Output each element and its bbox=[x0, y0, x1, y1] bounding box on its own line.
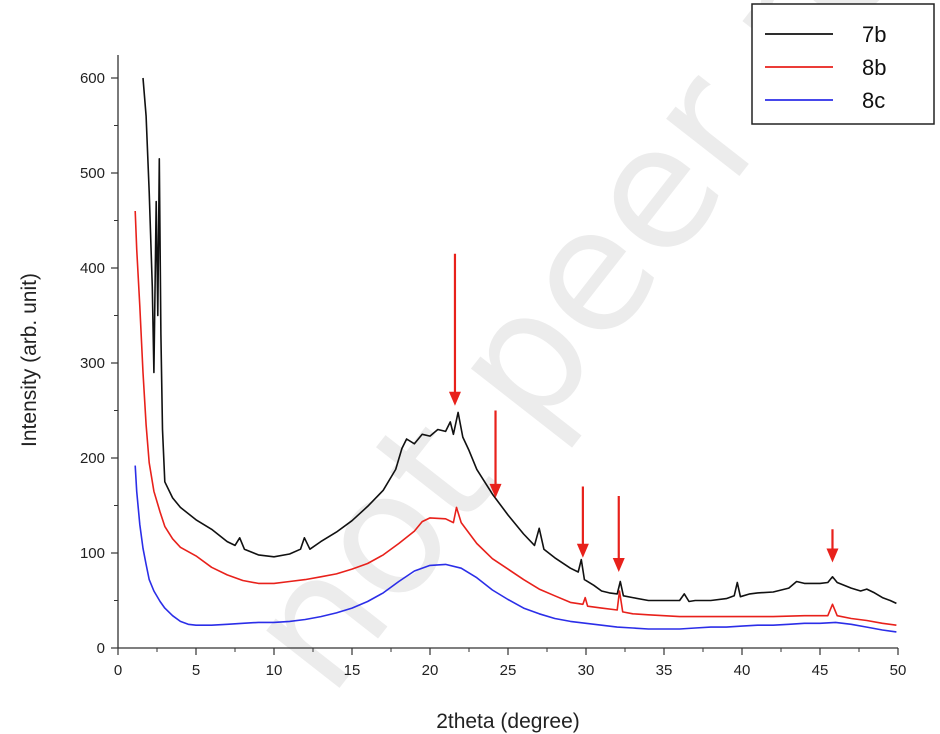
x-tick-label: 50 bbox=[890, 662, 907, 679]
x-tick-label: 10 bbox=[266, 662, 283, 679]
y-axis-title: Intensity (arb. unit) bbox=[18, 273, 41, 447]
legend-label-7b: 7b bbox=[862, 22, 886, 47]
x-tick-label: 15 bbox=[344, 662, 361, 679]
arrow-head bbox=[826, 548, 839, 563]
y-tick-label: 0 bbox=[97, 640, 105, 657]
arrow-head bbox=[576, 543, 589, 558]
series-line-8c bbox=[134, 465, 897, 633]
arrow-head bbox=[448, 391, 461, 406]
x-tick-label: 25 bbox=[500, 662, 517, 679]
y-tick-label: 600 bbox=[80, 70, 105, 87]
y-tick-label: 100 bbox=[80, 545, 105, 562]
x-tick-label: 30 bbox=[578, 662, 595, 679]
y-tick-label: 500 bbox=[80, 165, 105, 182]
arrow-head bbox=[612, 558, 625, 572]
x-ticks: 0 5 10 15 20 25 30 35 40 45 50 bbox=[114, 648, 907, 679]
legend-box bbox=[751, 3, 935, 125]
series-line-8b bbox=[134, 210, 897, 626]
x-tick-label: 20 bbox=[422, 662, 439, 679]
series-line-7b bbox=[142, 77, 897, 605]
legend: 7b 8b 8c bbox=[751, 3, 935, 125]
x-tick-label: 0 bbox=[114, 662, 122, 679]
x-axis-title: 2theta (degree) bbox=[436, 710, 580, 733]
y-tick-label: 200 bbox=[80, 450, 105, 467]
x-tick-label: 45 bbox=[812, 662, 829, 679]
x-tick-label: 40 bbox=[734, 662, 751, 679]
annotation-arrows bbox=[448, 253, 839, 572]
legend-label-8c: 8c bbox=[862, 88, 885, 113]
x-tick-label: 35 bbox=[656, 662, 673, 679]
legend-label-8b: 8b bbox=[862, 55, 886, 80]
y-tick-label: 300 bbox=[80, 355, 105, 372]
y-tick-label: 400 bbox=[80, 260, 105, 277]
arrow-head bbox=[489, 483, 502, 498]
x-tick-label: 5 bbox=[192, 662, 200, 679]
series-layer bbox=[134, 77, 897, 633]
y-ticks: 0 100 200 300 400 500 600 bbox=[80, 70, 118, 657]
